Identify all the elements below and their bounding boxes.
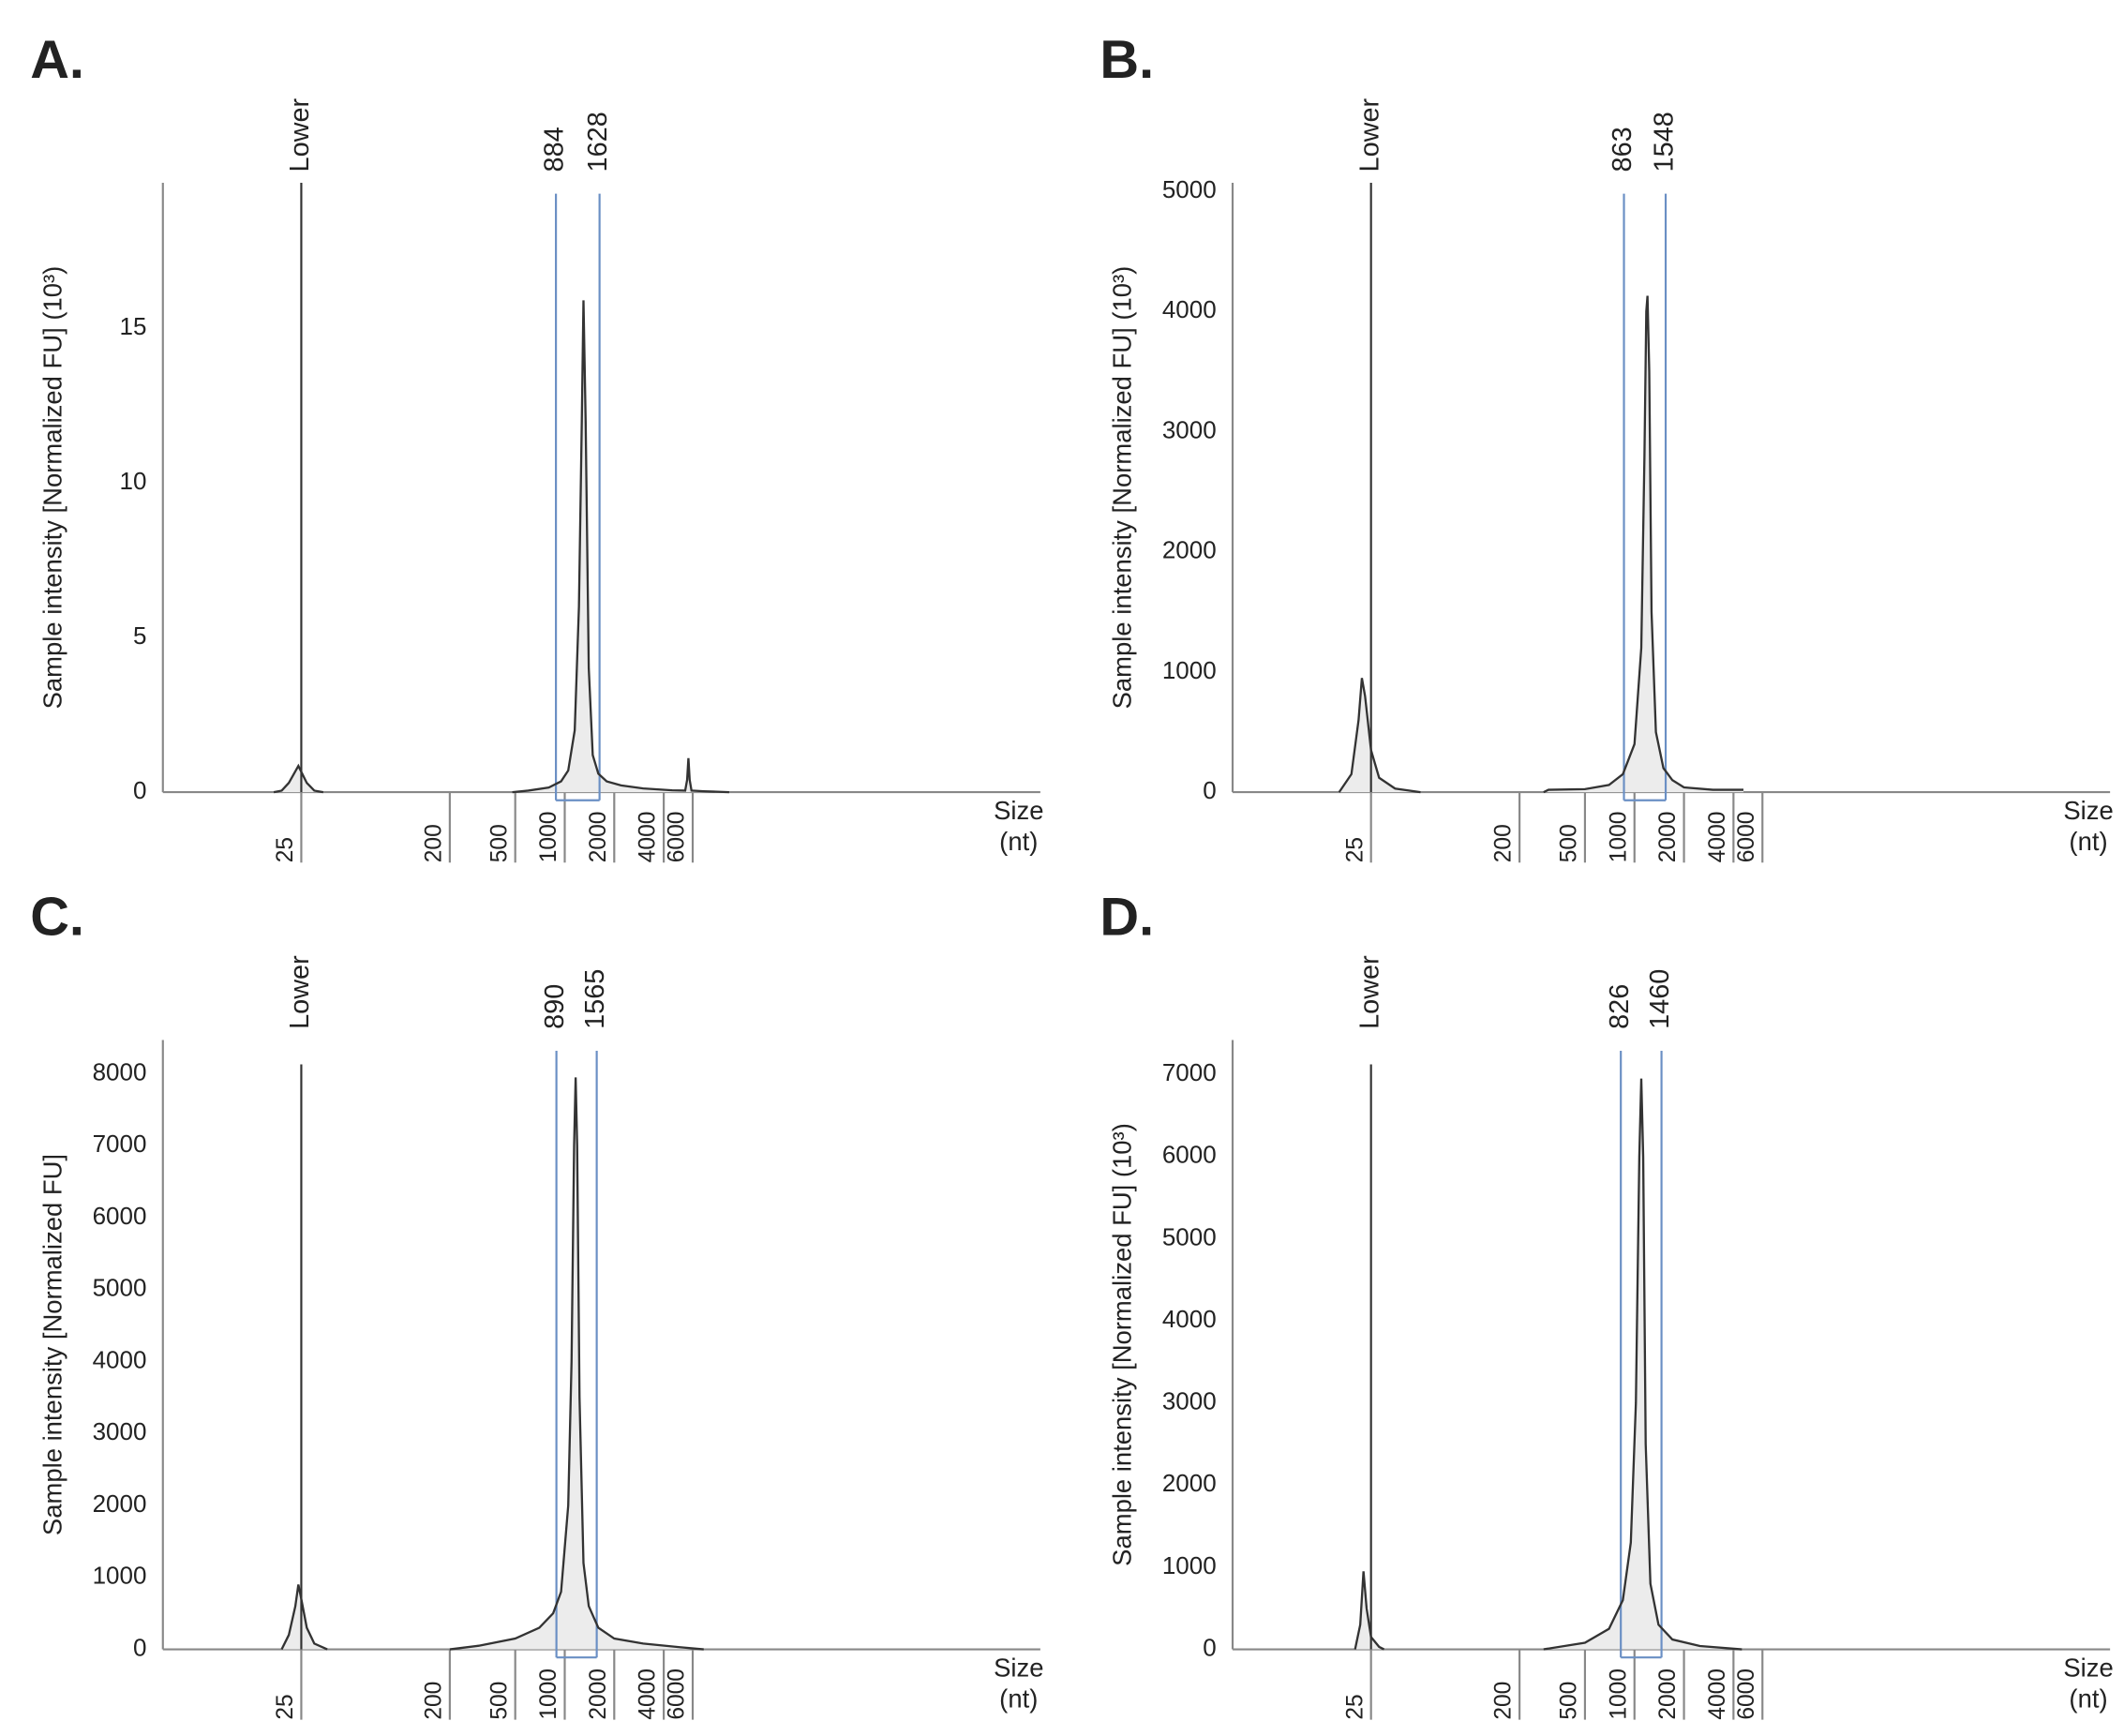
y-tick-label: 0 xyxy=(133,776,146,804)
y-tick-label: 1000 xyxy=(1162,656,1217,684)
trace-line xyxy=(1354,1078,1743,1651)
y-tick-label: 4000 xyxy=(93,1345,147,1373)
region-label: 863 xyxy=(1608,127,1638,172)
panel-label: C. xyxy=(30,888,84,948)
y-tick-label: 5 xyxy=(133,621,146,650)
trace-line xyxy=(273,300,729,794)
x-axis-label: Size xyxy=(994,1653,1043,1682)
lower-marker-label: Lower xyxy=(1354,955,1384,1029)
x-tick-label: 25 xyxy=(273,1694,298,1719)
region-label: 1460 xyxy=(1645,969,1675,1029)
y-tick-label: 1000 xyxy=(93,1562,147,1590)
x-tick-label: 6000 xyxy=(665,1669,690,1720)
x-tick-label: 2000 xyxy=(1655,812,1681,863)
region-label: 1565 xyxy=(580,969,610,1029)
y-tick-label: 7000 xyxy=(1162,1058,1217,1086)
y-tick-label: 8000 xyxy=(93,1057,147,1085)
y-tick-label: 2000 xyxy=(1162,536,1217,564)
y-axis-label: Sample intensity [Normalized FU] xyxy=(37,1154,67,1535)
x-tick-label: 2000 xyxy=(1655,1669,1681,1720)
y-tick-label: 1000 xyxy=(1162,1551,1217,1579)
y-tick-label: 3000 xyxy=(1162,1387,1217,1415)
x-tick-label: 4000 xyxy=(636,1669,661,1720)
x-axis-label: Size xyxy=(2063,1653,2113,1682)
x-axis-label: (nt) xyxy=(999,1684,1038,1714)
x-tick-label: 500 xyxy=(1557,824,1582,862)
x-tick-label: 500 xyxy=(1557,1682,1582,1720)
x-tick-label: 500 xyxy=(486,824,512,862)
trace-line xyxy=(280,1077,704,1651)
x-tick-label: 6000 xyxy=(1734,812,1759,863)
lower-marker-label: Lower xyxy=(285,955,315,1029)
y-tick-label: 4000 xyxy=(1162,1305,1217,1333)
region-label: 826 xyxy=(1605,984,1635,1029)
x-tick-label: 1000 xyxy=(536,812,561,863)
y-tick-label: 6000 xyxy=(93,1202,147,1230)
y-tick-label: 2000 xyxy=(93,1489,147,1518)
y-tick-label: 10 xyxy=(120,467,147,495)
y-tick-label: 0 xyxy=(1203,1633,1216,1661)
x-tick-label: 25 xyxy=(273,837,298,862)
y-tick-label: 0 xyxy=(133,1633,146,1661)
x-tick-label: 1000 xyxy=(536,1669,561,1720)
x-tick-label: 25 xyxy=(1342,1694,1368,1719)
trace-line xyxy=(1338,295,1744,794)
region-label: 884 xyxy=(540,127,570,172)
y-tick-label: 7000 xyxy=(93,1130,147,1158)
x-tick-label: 1000 xyxy=(1606,812,1631,863)
x-axis-label: Size xyxy=(2063,796,2113,825)
y-tick-label: 2000 xyxy=(1162,1469,1217,1497)
trace-area xyxy=(274,300,729,793)
x-tick-label: 4000 xyxy=(1705,812,1730,863)
panel-label: B. xyxy=(1099,30,1154,90)
y-axis-label: Sample intensity [Normalized FU] (10³) xyxy=(1108,1123,1137,1566)
y-tick-label: 5000 xyxy=(1162,1222,1217,1250)
y-tick-label: 3000 xyxy=(93,1417,147,1445)
y-axis-label: Sample intensity [Normalized FU] (10³) xyxy=(1108,266,1137,710)
x-axis-label: Size xyxy=(994,796,1043,825)
y-tick-label: 4000 xyxy=(1162,295,1217,323)
y-tick-label: 6000 xyxy=(1162,1141,1217,1169)
x-tick-label: 25 xyxy=(1342,837,1368,862)
region-label: 1628 xyxy=(583,112,613,172)
x-tick-label: 200 xyxy=(421,824,446,862)
panel-label: A. xyxy=(30,30,84,90)
lower-marker-label: Lower xyxy=(1354,97,1384,172)
trace-area xyxy=(1354,1078,1743,1650)
x-tick-label: 200 xyxy=(421,1682,446,1720)
x-tick-label: 4000 xyxy=(636,812,661,863)
x-tick-label: 200 xyxy=(1491,824,1517,862)
x-tick-label: 2000 xyxy=(586,812,611,863)
x-tick-label: 2000 xyxy=(586,1669,611,1720)
trace-area xyxy=(1339,295,1744,793)
x-axis-label: (nt) xyxy=(999,827,1038,856)
lower-marker-label: Lower xyxy=(285,97,315,172)
region-label: 890 xyxy=(540,984,570,1029)
trace-area xyxy=(281,1077,704,1650)
y-tick-label: 0 xyxy=(1203,776,1216,804)
panel-label: D. xyxy=(1099,888,1154,948)
x-tick-label: 200 xyxy=(1491,1682,1517,1720)
x-axis-label: (nt) xyxy=(2069,1684,2107,1714)
y-tick-label: 5000 xyxy=(93,1274,147,1302)
x-tick-label: 6000 xyxy=(1734,1669,1759,1720)
region-label: 1548 xyxy=(1650,112,1680,172)
x-tick-label: 1000 xyxy=(1606,1669,1631,1720)
x-tick-label: 4000 xyxy=(1705,1669,1730,1720)
y-tick-label: 3000 xyxy=(1162,415,1217,443)
y-axis-label: Sample intensity [Normalized FU] (10³) xyxy=(37,266,67,710)
y-tick-label: 15 xyxy=(120,312,147,340)
x-axis-label: (nt) xyxy=(2069,827,2107,856)
y-tick-label: 5000 xyxy=(1162,175,1217,203)
x-tick-label: 500 xyxy=(486,1682,512,1720)
x-tick-label: 6000 xyxy=(665,812,690,863)
